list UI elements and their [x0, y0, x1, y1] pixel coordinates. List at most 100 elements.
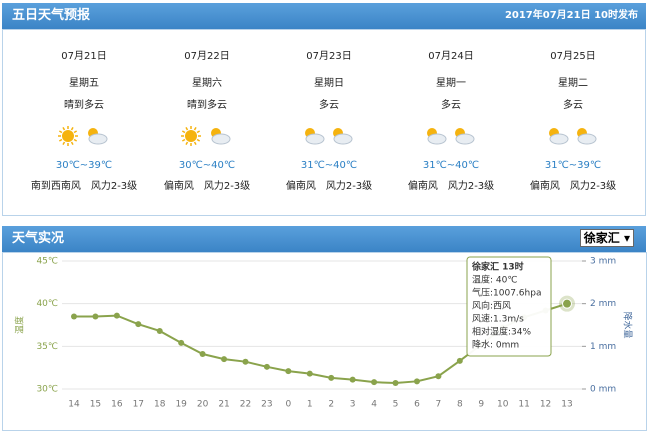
weather-icon: [427, 128, 475, 145]
point: [221, 356, 228, 363]
wind-force: 风力2-3级: [325, 181, 373, 192]
point: [371, 379, 378, 386]
sun-ray: [70, 126, 74, 131]
tooltip-line: 温度: 40℃: [472, 274, 517, 286]
point: [392, 380, 399, 387]
cloud: [333, 133, 353, 145]
tooltip-line: 风向:西风: [472, 300, 511, 312]
wind-direction: 偏南风: [163, 181, 194, 192]
point: [306, 370, 313, 377]
weekday: 星期一: [436, 78, 466, 89]
weather-text: 多云: [441, 100, 461, 111]
station-name: 徐家汇: [583, 231, 620, 245]
point: [263, 363, 270, 370]
sun-ray: [73, 130, 78, 134]
weekday: 星期日: [314, 78, 344, 89]
wind-force: 风力2-3级: [90, 181, 138, 192]
point: [328, 374, 335, 381]
wind: 偏南风 风力2-3级: [391, 177, 511, 192]
x-tick-label: 6: [414, 400, 420, 410]
point: [413, 378, 420, 385]
y2-axis-label: 降水量: [622, 311, 634, 338]
x-tick-label: 0: [285, 400, 291, 410]
y-tick-label: 35℃: [36, 342, 58, 352]
wind-direction: 偏南风: [407, 181, 438, 192]
point: [349, 376, 356, 383]
forecast-day: 07月23日 星期日多云 31℃~40℃ 偏南风 风力2-3级: [269, 30, 389, 210]
temp-range: 31℃~40℃: [300, 160, 358, 171]
point: [562, 298, 572, 309]
x-tick-label: 5: [393, 400, 399, 410]
x-tick-label: 18: [154, 400, 166, 410]
sun-ray: [185, 141, 189, 146]
x-tick-label: 19: [175, 400, 187, 410]
x-tick-label: 4: [371, 400, 377, 410]
weekday: 星期五: [69, 78, 99, 89]
x-tick-label: 9: [478, 400, 484, 410]
wind-direction: 偏南风: [285, 181, 316, 192]
tooltip-line: 相对湿度:34%: [472, 326, 531, 338]
header-title: 五日天气预报: [12, 8, 91, 23]
cloud: [88, 133, 108, 145]
y2-tick-label: 3 mm: [590, 257, 616, 267]
x-tick-label: 15: [90, 400, 101, 410]
x-tick-label: 14: [68, 400, 80, 410]
forecast-panel: 07月21日 星期五 晴到多云 30℃~39℃ 南到西南风 风力2-3级 07月22日 星期六…: [2, 29, 646, 216]
temp-range: 30℃~40℃: [178, 160, 236, 171]
temp-range: 31℃~39℃: [544, 160, 602, 171]
weather-icon: [58, 126, 108, 146]
y2-tick-label: 1 mm: [590, 342, 616, 352]
weather-text: 多云: [319, 100, 339, 111]
x-tick-label: 7: [436, 400, 442, 410]
x-tick-label: 8: [457, 400, 463, 410]
x-tick-label: 13: [561, 400, 572, 410]
sun-ray: [58, 130, 63, 134]
wind-direction: 偏南风: [529, 181, 560, 192]
weekday: 星期二: [558, 78, 588, 89]
x-tick-label: 3: [350, 400, 356, 410]
station-select[interactable]: 徐家汇 ▾: [579, 229, 634, 247]
tooltip-line: 徐家汇 13时: [471, 261, 524, 273]
weekday: 星期六: [192, 78, 222, 89]
x-tick-label: 11: [518, 400, 529, 410]
x-tick-label: 12: [540, 400, 551, 410]
point: [456, 357, 463, 364]
date: 07月24日: [428, 51, 474, 62]
sun-ray: [185, 126, 189, 131]
point: [71, 313, 77, 320]
x-tick-label: 16: [111, 400, 123, 410]
date: 07月25日: [550, 51, 596, 62]
sun-ray: [58, 138, 63, 142]
x-tick-label: 21: [218, 400, 229, 410]
weather-icon: [305, 128, 353, 145]
date: 07月22日: [184, 51, 230, 62]
y-axis-label: 温度: [14, 316, 26, 334]
date: 07月21日: [61, 51, 107, 62]
tooltip-line: 风速:1.3m/s: [472, 314, 524, 325]
wind-force: 风力2-3级: [569, 181, 617, 192]
y2-tick-label: 0 mm: [590, 385, 616, 395]
point: [435, 373, 442, 380]
y-tick-label: 45℃: [36, 257, 58, 267]
tooltip-line: 气压:1007.6hpa: [472, 287, 541, 299]
sun: [185, 130, 197, 142]
wind-direction: 南到西南风: [30, 181, 81, 192]
weather-text: 晴到多云: [187, 100, 227, 111]
point: [92, 313, 99, 320]
sun-ray: [196, 138, 201, 142]
sun-ray: [62, 141, 66, 146]
publish-time: 2017年07月21日 10时发布: [504, 10, 638, 21]
sun-ray: [181, 138, 186, 142]
live-bar: 天气实况 徐家汇 ▾: [2, 226, 646, 252]
cloud: [305, 133, 325, 145]
sun: [62, 130, 74, 142]
point: [285, 368, 292, 375]
x-tick-label: 17: [133, 400, 144, 410]
live-title: 天气实况: [12, 231, 65, 246]
weather-icon: [549, 128, 597, 145]
sun-ray: [70, 141, 74, 146]
date: 07月23日: [306, 51, 352, 62]
point: [113, 312, 120, 319]
